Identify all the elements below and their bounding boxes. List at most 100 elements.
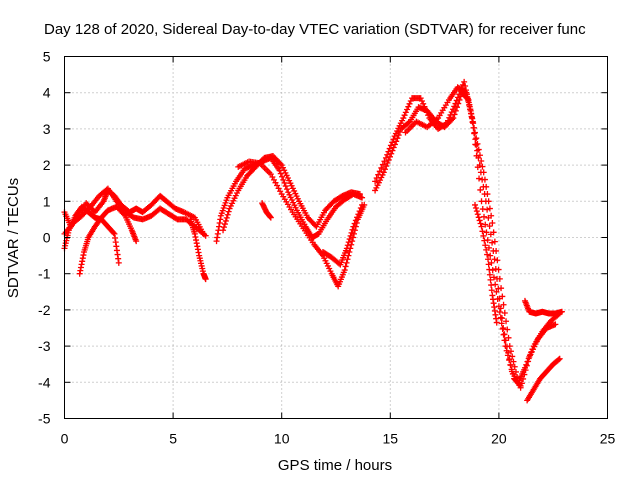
data-point <box>347 232 354 239</box>
y-tick-label: 4 <box>43 85 51 101</box>
data-point <box>478 198 485 205</box>
data-point <box>493 288 500 295</box>
data-point <box>495 285 502 292</box>
series-arc-l <box>372 78 559 391</box>
data-point <box>133 238 140 245</box>
data-point <box>556 355 563 362</box>
data-point <box>466 102 473 109</box>
data-point <box>474 147 481 154</box>
data-point <box>487 231 494 238</box>
data-point <box>477 220 484 227</box>
data-point <box>486 266 493 273</box>
data-point <box>356 208 363 215</box>
data-point <box>277 170 284 177</box>
data-point <box>552 321 559 328</box>
data-point <box>508 366 515 373</box>
data-point <box>449 106 456 113</box>
data-point <box>474 211 481 218</box>
data-point <box>445 117 452 124</box>
data-point <box>385 148 392 155</box>
data-point <box>420 100 427 107</box>
data-point <box>110 229 117 236</box>
series-arc-j <box>319 201 366 268</box>
data-point <box>494 257 501 264</box>
data-point <box>558 308 565 315</box>
data-point <box>501 310 508 317</box>
data-point <box>202 276 209 283</box>
data-point <box>280 176 287 183</box>
series-arc-c <box>61 203 122 266</box>
y-tick-label: 5 <box>43 49 51 65</box>
data-point <box>345 239 352 246</box>
data-point <box>373 175 380 182</box>
data-point <box>470 124 477 131</box>
data-point <box>555 356 562 363</box>
data-point <box>372 178 379 185</box>
data-point <box>401 112 408 119</box>
y-tick-label: -1 <box>38 266 51 282</box>
data-point <box>224 211 231 218</box>
data-point <box>472 141 479 148</box>
series-arc-d <box>76 203 140 277</box>
data-point <box>220 227 227 234</box>
data-point <box>479 206 486 213</box>
data-point <box>523 362 530 369</box>
data-point <box>379 161 386 168</box>
data-point <box>417 95 424 102</box>
data-point <box>355 211 362 218</box>
data-point <box>342 263 349 270</box>
series-arc-e <box>187 216 209 283</box>
y-tick-labels: -5 -4 -3 -2 -1 0 1 2 3 4 5 <box>38 49 51 427</box>
data-point <box>491 238 498 245</box>
data-point <box>349 226 356 233</box>
data-point <box>356 191 363 198</box>
data-point <box>494 275 501 282</box>
data-point <box>378 164 385 171</box>
x-tick-label: 5 <box>169 431 177 447</box>
data-point <box>473 135 480 142</box>
data-point <box>277 160 284 167</box>
data-point <box>507 361 514 368</box>
data-point <box>488 287 495 294</box>
chart-title: Day 128 of 2020, Sidereal Day-to-day VTE… <box>44 21 586 38</box>
data-point <box>491 256 498 263</box>
data-point <box>493 319 500 326</box>
data-point <box>384 151 391 158</box>
data-point <box>481 191 488 198</box>
x-tick-label: 25 <box>600 431 616 447</box>
data-point <box>384 160 391 167</box>
x-tick-labels: 0 5 10 15 20 25 <box>61 431 616 447</box>
data-point <box>220 224 227 231</box>
data-point <box>520 375 527 382</box>
data-point <box>467 110 474 117</box>
series-arc-h <box>235 158 368 290</box>
data-point <box>476 217 483 224</box>
data-point <box>483 229 490 236</box>
data-point <box>472 201 479 208</box>
data-point <box>452 100 459 107</box>
data-point <box>468 114 475 121</box>
series-arc-p <box>521 297 565 317</box>
data-point <box>474 164 481 171</box>
data-point <box>456 91 463 98</box>
data-point <box>488 282 495 289</box>
data-point <box>352 217 359 224</box>
data-point <box>453 97 460 104</box>
y-tick-label: 3 <box>43 121 51 137</box>
data-point <box>462 82 469 89</box>
y-tick-label: -5 <box>38 411 51 427</box>
x-tick-label: 20 <box>491 431 507 447</box>
data-point <box>421 103 428 110</box>
data-point <box>400 115 407 122</box>
data-point <box>422 106 429 113</box>
data-point <box>481 213 488 220</box>
data-point <box>423 109 430 116</box>
data-point <box>406 100 413 107</box>
data-point <box>344 256 351 263</box>
data-point <box>351 220 358 227</box>
data-point <box>222 217 229 224</box>
data-point <box>490 274 497 281</box>
data-point <box>346 236 353 243</box>
data-point <box>472 205 479 212</box>
data-point <box>343 259 350 266</box>
